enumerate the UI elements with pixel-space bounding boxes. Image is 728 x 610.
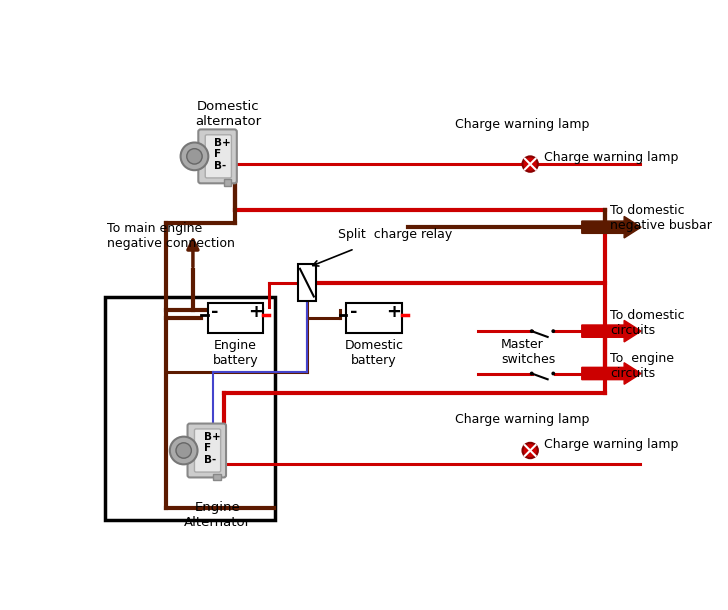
Text: To domestic
negative busbar: To domestic negative busbar: [610, 204, 712, 232]
Text: Engine
Alternator: Engine Alternator: [184, 501, 251, 528]
Text: To domestic
circuits: To domestic circuits: [610, 309, 685, 337]
Circle shape: [523, 156, 538, 172]
Circle shape: [523, 443, 538, 458]
Text: To main engine
negative connection: To main engine negative connection: [107, 223, 234, 251]
Text: F: F: [215, 149, 221, 159]
Text: Charge warning lamp: Charge warning lamp: [544, 438, 678, 451]
Text: Master
switches: Master switches: [501, 338, 555, 366]
FancyBboxPatch shape: [205, 135, 232, 178]
FancyBboxPatch shape: [346, 303, 402, 332]
Circle shape: [530, 329, 534, 333]
Text: -: -: [212, 303, 219, 321]
Text: +: +: [387, 303, 401, 321]
Text: B-: B-: [204, 454, 216, 465]
FancyArrow shape: [582, 217, 641, 238]
Text: Charge warning lamp: Charge warning lamp: [455, 118, 590, 131]
Text: Charge warning lamp: Charge warning lamp: [455, 413, 590, 426]
FancyBboxPatch shape: [194, 429, 221, 472]
FancyArrow shape: [582, 363, 641, 384]
Text: B+: B+: [215, 137, 232, 148]
Text: +: +: [248, 303, 263, 321]
Circle shape: [551, 329, 555, 333]
Circle shape: [181, 143, 208, 170]
Text: Split  charge relay: Split charge relay: [338, 228, 452, 241]
Circle shape: [176, 443, 191, 458]
Circle shape: [170, 437, 197, 464]
Text: To  engine
circuits: To engine circuits: [610, 352, 674, 380]
Text: F: F: [204, 443, 211, 453]
Text: -: -: [350, 303, 357, 321]
Circle shape: [187, 149, 202, 164]
FancyBboxPatch shape: [223, 179, 232, 185]
FancyArrow shape: [582, 320, 641, 342]
Text: B+: B+: [204, 432, 221, 442]
FancyBboxPatch shape: [188, 423, 226, 478]
Text: B-: B-: [215, 160, 226, 171]
FancyBboxPatch shape: [198, 129, 237, 184]
Text: Engine
battery: Engine battery: [213, 339, 258, 367]
FancyBboxPatch shape: [213, 473, 221, 479]
Circle shape: [551, 371, 555, 375]
Circle shape: [530, 371, 534, 375]
Text: Charge warning lamp: Charge warning lamp: [544, 151, 678, 165]
FancyBboxPatch shape: [298, 264, 316, 301]
Text: Domestic
alternator: Domestic alternator: [195, 100, 261, 128]
Text: Domestic
battery: Domestic battery: [344, 339, 403, 367]
FancyBboxPatch shape: [207, 303, 263, 332]
